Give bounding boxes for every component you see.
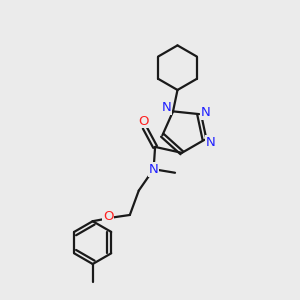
Text: N: N [206,136,216,148]
Text: O: O [103,210,113,223]
Text: O: O [138,115,148,128]
Text: N: N [149,163,158,176]
Text: N: N [201,106,211,119]
Text: N: N [162,101,171,114]
